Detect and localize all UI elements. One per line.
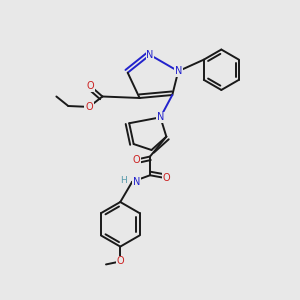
Text: N: N bbox=[133, 177, 140, 187]
Text: O: O bbox=[163, 173, 170, 183]
Text: H: H bbox=[121, 176, 127, 185]
Text: O: O bbox=[85, 102, 93, 112]
Text: N: N bbox=[146, 50, 154, 60]
Text: O: O bbox=[87, 81, 94, 91]
Text: O: O bbox=[116, 256, 124, 266]
Text: O: O bbox=[133, 154, 140, 164]
Text: N: N bbox=[157, 112, 164, 122]
Text: N: N bbox=[175, 66, 182, 76]
